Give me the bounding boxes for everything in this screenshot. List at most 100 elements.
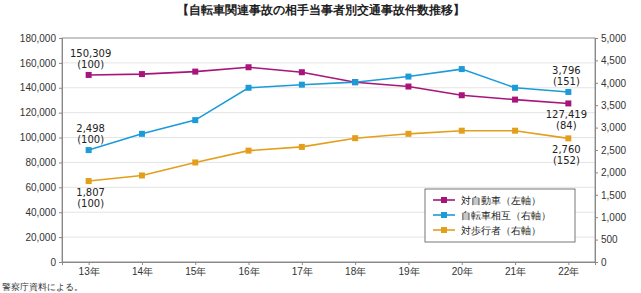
marker [246, 64, 252, 70]
tick-mark [355, 262, 356, 265]
tick: 0 [50, 257, 62, 268]
tick: 1,000 [595, 212, 626, 223]
tick-mark [59, 113, 62, 114]
tick-label: 40,000 [25, 207, 56, 218]
tick-mark [595, 38, 598, 39]
index-label: (152) [553, 155, 580, 166]
tick-label: 3,000 [601, 122, 626, 133]
tick-label: 21年 [505, 266, 526, 277]
tick-label: 4,000 [601, 78, 626, 89]
tick-label: 22年 [558, 266, 579, 277]
tick-label: 500 [601, 234, 618, 245]
tick-label: 100,000 [20, 132, 57, 143]
tick: 4,000 [595, 78, 626, 89]
tick-mark [462, 262, 463, 265]
tick: 120,000 [20, 107, 62, 118]
marker [299, 144, 305, 150]
series-line [89, 67, 569, 103]
marker [192, 159, 198, 165]
tick-mark [515, 262, 516, 265]
tick-mark [142, 262, 143, 265]
axis-line [596, 39, 599, 263]
tick-label: 80,000 [25, 157, 56, 168]
value-label: 3,796 [552, 65, 581, 76]
tick: 500 [595, 234, 618, 245]
grid-line [62, 62, 595, 63]
tick-label: 16年 [238, 266, 259, 277]
tick: 3,500 [595, 100, 626, 111]
tick: 0 [595, 257, 607, 268]
tick: 40,000 [25, 207, 62, 218]
grid-line [62, 162, 595, 163]
series-line [89, 131, 569, 181]
marker [139, 172, 145, 178]
tick-label: 2,500 [601, 145, 626, 156]
grid-line [62, 137, 595, 138]
tick-label: 15年 [185, 266, 206, 277]
marker [86, 178, 92, 184]
tick-mark [568, 262, 569, 265]
marker [565, 89, 571, 95]
tick: 3,000 [595, 122, 626, 133]
marker [139, 131, 145, 137]
value-label: 2,498 [76, 123, 105, 134]
tick-label: 18年 [345, 266, 366, 277]
marker [352, 79, 358, 85]
tick-label: 5,000 [601, 33, 626, 44]
tick: 17年 [292, 262, 313, 277]
marker [246, 85, 252, 91]
tick-mark [595, 172, 598, 173]
tick-mark [249, 262, 250, 265]
tick-label: 120,000 [20, 107, 57, 118]
tick: 140,000 [20, 82, 62, 93]
value-label: 127,419 [546, 109, 587, 120]
tick-label: 180,000 [20, 33, 57, 44]
marker [139, 71, 145, 77]
tick-label: 19年 [398, 266, 419, 277]
tick-label: 17年 [292, 266, 313, 277]
tick-mark [59, 88, 62, 89]
tick-label: 13年 [79, 266, 100, 277]
marker [512, 97, 518, 103]
tick-mark [595, 60, 598, 61]
x-axis: 13年14年15年16年17年18年19年20年21年22年 [63, 262, 596, 277]
tick-mark [595, 195, 598, 196]
index-label: (100) [77, 134, 104, 145]
tick: 4,500 [595, 55, 626, 66]
tick-label: 60,000 [25, 182, 56, 193]
marker [299, 69, 305, 75]
tick-mark [595, 217, 598, 218]
marker [246, 148, 252, 154]
tick: 13年 [79, 262, 100, 277]
series-line [89, 69, 569, 150]
legend-marker [441, 212, 447, 218]
marker [405, 84, 411, 90]
tick-label: 0 [601, 257, 607, 268]
tick-label: 160,000 [20, 58, 57, 69]
tick: 18年 [345, 262, 366, 277]
tick-mark [408, 262, 409, 265]
tick: 20,000 [25, 232, 62, 243]
tick-mark [59, 212, 62, 213]
tick-mark [595, 128, 598, 129]
legend-box [425, 189, 575, 242]
value-label: 150,309 [70, 48, 111, 59]
tick-label: 1,500 [601, 190, 626, 201]
marker [565, 135, 571, 141]
tick-mark [595, 105, 598, 106]
tick: 180,000 [20, 33, 62, 44]
tick-mark [59, 63, 62, 64]
tick-label: 4,500 [601, 55, 626, 66]
tick-mark [595, 150, 598, 151]
plot-frame [62, 38, 595, 262]
tick: 5,000 [595, 33, 626, 44]
legend-marker [441, 227, 447, 233]
index-label: (100) [77, 59, 104, 70]
tick: 16年 [238, 262, 259, 277]
chart: 【自転車関連事故の相手当事者別交通事故件数推移】020,00040,00060,… [0, 0, 641, 293]
marker [459, 128, 465, 134]
tick-label: 20,000 [25, 232, 56, 243]
grid-line [62, 187, 595, 188]
marker [565, 100, 571, 106]
tick-label: 0 [50, 257, 56, 268]
